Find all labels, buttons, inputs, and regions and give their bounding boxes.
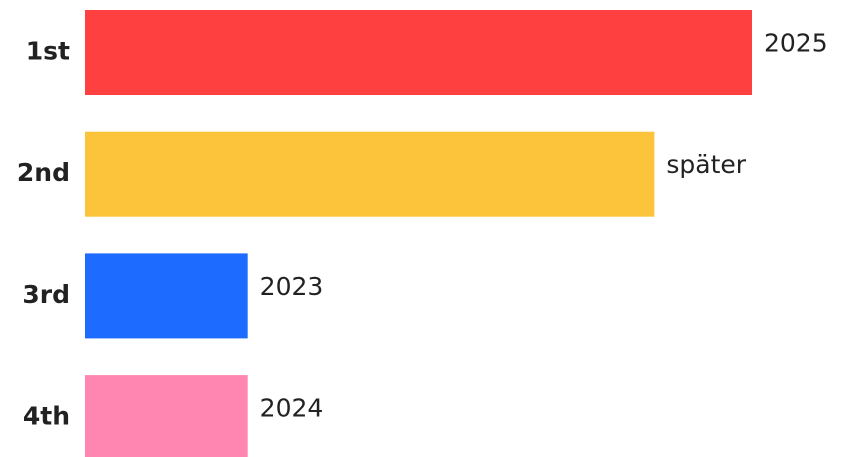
category-label: 4th (23, 402, 70, 431)
bar (85, 375, 248, 457)
bar-label: 2024 (260, 394, 324, 423)
bar-label: 2023 (260, 272, 324, 301)
category-label: 3rd (22, 280, 70, 309)
bar (85, 253, 248, 339)
category-label: 1st (26, 37, 70, 66)
bar (85, 10, 752, 95)
bar (85, 131, 655, 217)
bar-label: später (666, 150, 746, 179)
category-label: 2nd (17, 158, 70, 187)
bar-label: 2025 (764, 29, 828, 58)
